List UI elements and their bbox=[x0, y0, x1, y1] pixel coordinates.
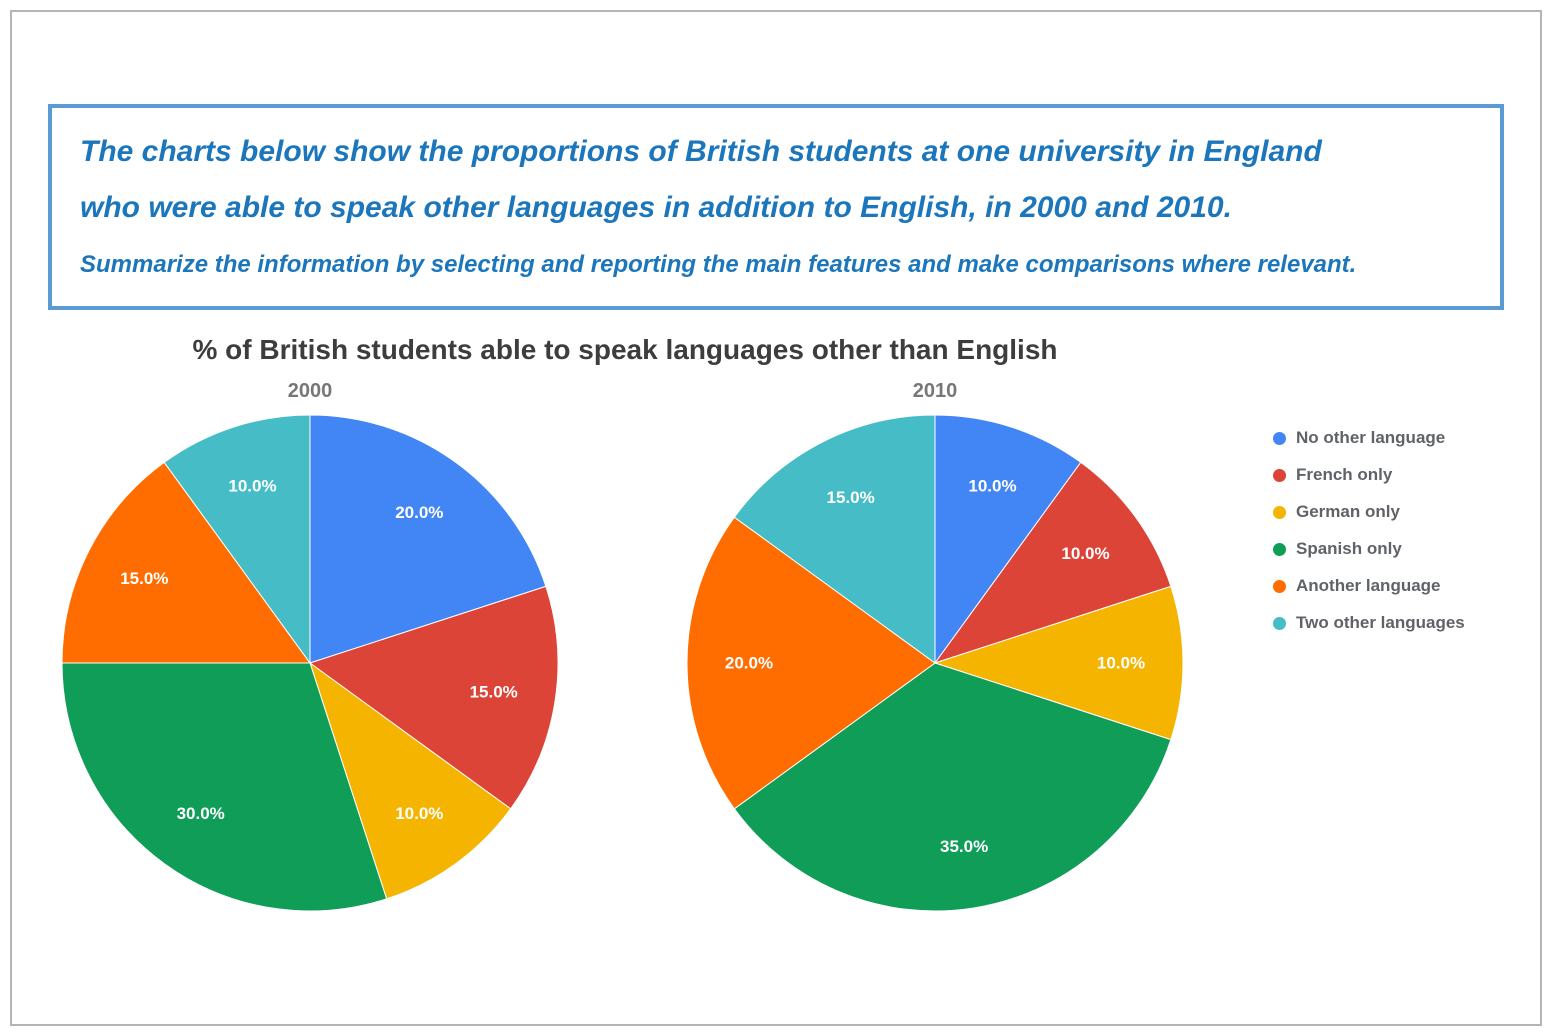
pie-block-2010: 2010 10.0% 10.0% 10.0% 35.0% 20.0% 15.0% bbox=[685, 376, 1185, 913]
charts-row: 2000 20.0% 15.0% 10.0% 30.0% 15.0% 10.0% 2010… bbox=[60, 376, 1540, 913]
legend-item-german-only: German only bbox=[1273, 502, 1465, 522]
legend-color-dot bbox=[1273, 542, 1286, 556]
pie-data-label-2010-spanish-only: 35.0% bbox=[940, 837, 988, 856]
legend-color-dot bbox=[1273, 505, 1286, 519]
pie-data-label-2000-french-only: 15.0% bbox=[470, 683, 518, 702]
task-instruction: Summarize the information by selecting a… bbox=[80, 251, 1357, 278]
legend-item-no-other-language: No other language bbox=[1273, 428, 1465, 448]
pie-slice-2010-two-other-languages bbox=[733, 414, 936, 664]
pie-slice-2000-german-only bbox=[309, 661, 512, 900]
pie-data-label-2010-another-language: 20.0% bbox=[725, 654, 773, 673]
pie-data-label-2010-french-only: 10.0% bbox=[1061, 544, 1109, 563]
pie-slice-2000-two-other-languages bbox=[163, 414, 311, 665]
task-heading-line1: The charts below show the proportions of… bbox=[80, 135, 1322, 168]
legend-item-label: No other language bbox=[1296, 428, 1446, 447]
legend-item-label: Spanish only bbox=[1296, 539, 1402, 558]
legend-item-label: Two other languages bbox=[1296, 613, 1465, 632]
pie-slice-2010-no-other-language bbox=[934, 414, 1082, 665]
legend-item-another-language: Another language bbox=[1273, 576, 1465, 596]
legend-item-label: French only bbox=[1296, 465, 1393, 484]
chart-title: % of British students able to speak lang… bbox=[192, 334, 1058, 365]
legend-color-dot bbox=[1273, 431, 1286, 445]
pie-data-label-2010-two-other-languages: 15.0% bbox=[826, 488, 874, 507]
pie-year-label-2000: 2000 bbox=[287, 380, 333, 402]
pie-slice-2000-another-language bbox=[61, 461, 311, 664]
pie-chart-2010: 10.0% 10.0% 10.0% 35.0% 20.0% 15.0% bbox=[686, 414, 1184, 912]
pie-data-label-2000-no-other-language: 20.0% bbox=[395, 503, 443, 522]
pie-data-label-2000-german-only: 10.0% bbox=[395, 804, 443, 823]
pie-slice-2000-spanish-only bbox=[61, 662, 388, 912]
pie-data-label-2010-no-other-language: 10.0% bbox=[968, 477, 1016, 496]
pie-slice-2010-spanish-only bbox=[733, 662, 1172, 912]
task-heading-line2: who were able to speak other languages i… bbox=[80, 191, 1232, 224]
pie-slice-2000-no-other-language bbox=[309, 414, 547, 664]
pie-block-2000: 2000 20.0% 15.0% 10.0% 30.0% 15.0% 10.0% bbox=[60, 376, 560, 913]
pie-data-label-2000-spanish-only: 30.0% bbox=[177, 804, 225, 823]
pie-data-label-2000-another-language: 15.0% bbox=[120, 569, 168, 588]
pie-slice-2010-another-language bbox=[686, 516, 936, 810]
legend-item-two-other-languages: Two other languages bbox=[1273, 613, 1465, 633]
page-frame: The charts below show the proportions of… bbox=[10, 10, 1542, 1026]
task-prompt-box: The charts below show the proportions of… bbox=[48, 104, 1504, 310]
legend: No other language French only German only S… bbox=[1273, 428, 1465, 650]
legend-color-dot bbox=[1273, 579, 1286, 593]
legend-color-dot bbox=[1273, 616, 1286, 630]
task-heading: The charts below show the proportions of… bbox=[80, 124, 1472, 236]
pie-data-label-2000-two-other-languages: 10.0% bbox=[228, 477, 276, 496]
legend-item-label: Another language bbox=[1296, 576, 1441, 595]
pie-slice-2010-german-only bbox=[933, 585, 1184, 741]
legend-item-spanish-only: Spanish only bbox=[1273, 539, 1465, 559]
legend-color-dot bbox=[1273, 468, 1286, 482]
pie-slice-2010-french-only bbox=[933, 461, 1172, 664]
pie-chart-2000: 20.0% 15.0% 10.0% 30.0% 15.0% 10.0% bbox=[61, 414, 559, 912]
pie-slice-2000-french-only bbox=[308, 585, 559, 810]
legend-item-label: German only bbox=[1296, 502, 1400, 521]
pie-year-label-2010: 2010 bbox=[912, 380, 958, 402]
pie-data-label-2010-german-only: 10.0% bbox=[1097, 654, 1145, 673]
legend-item-french-only: French only bbox=[1273, 465, 1465, 485]
